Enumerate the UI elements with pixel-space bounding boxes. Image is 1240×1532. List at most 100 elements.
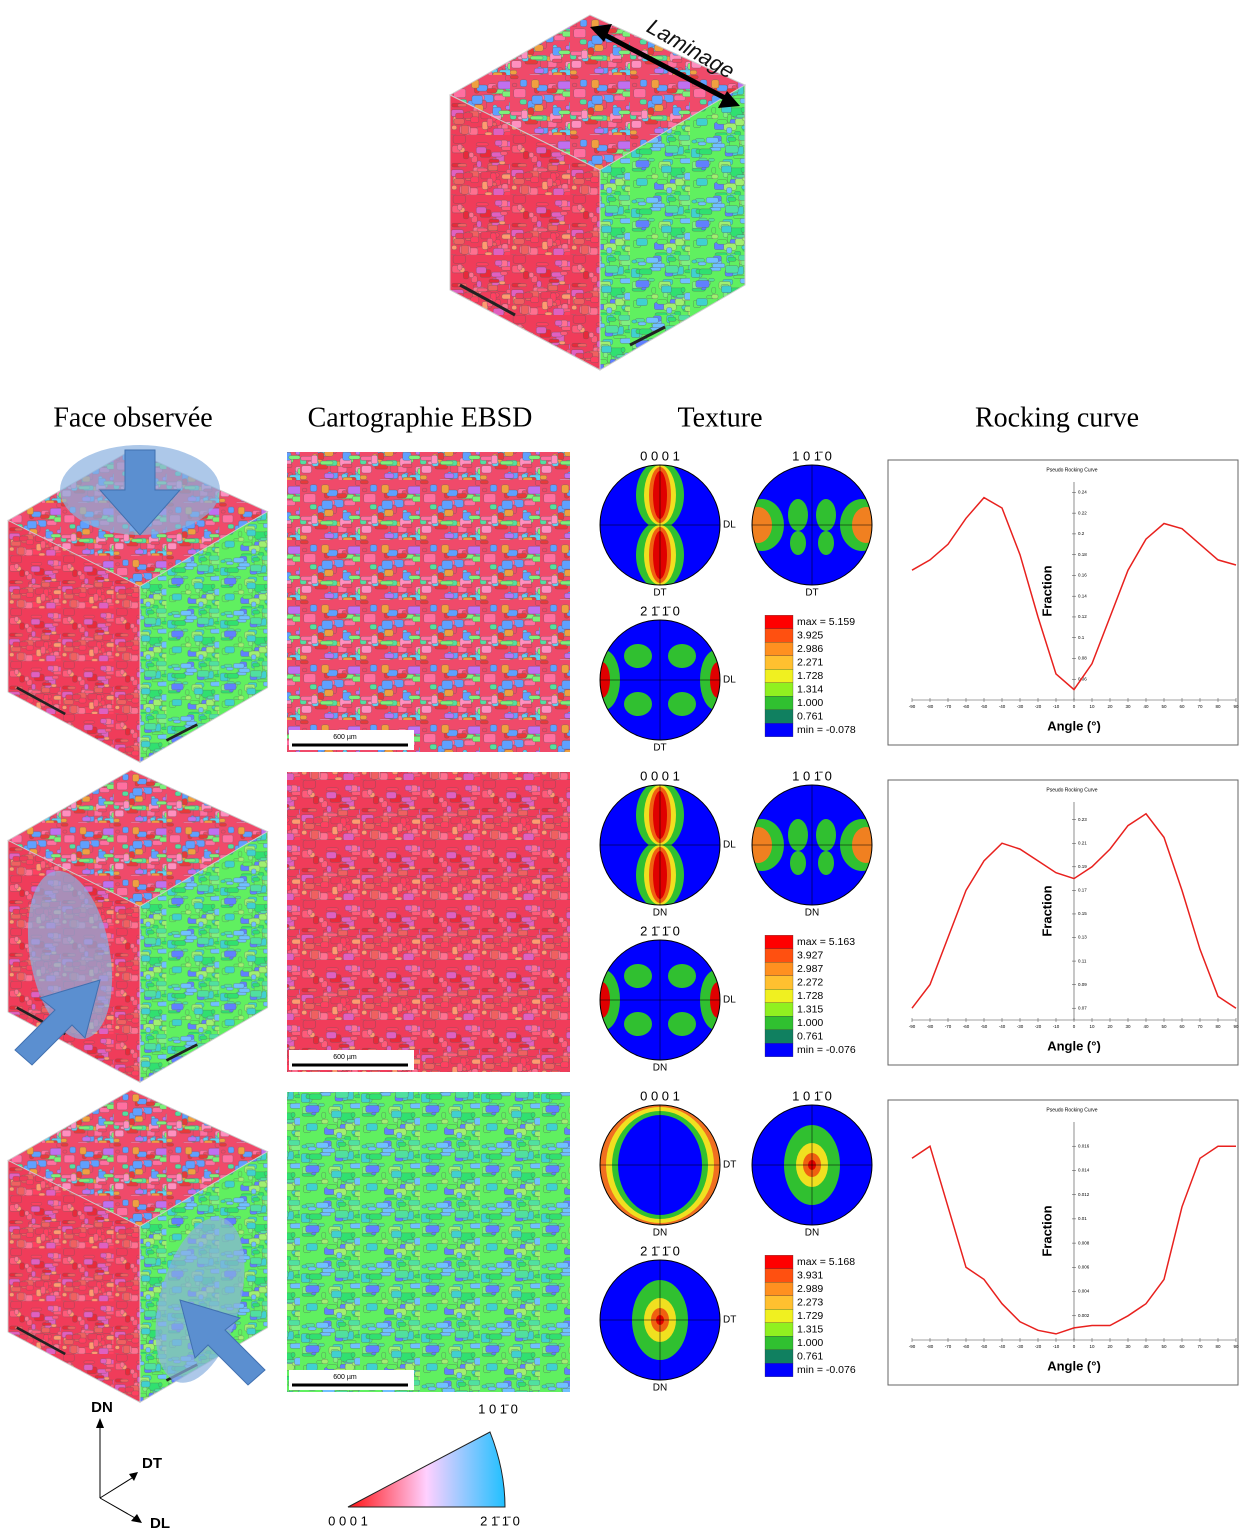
y-tick-label: 0.18 [1078,552,1087,557]
y-tick-label: 0.13 [1078,935,1087,940]
y-tick-label: 0.08 [1078,656,1087,661]
x-tick-label: -30 [1017,1024,1024,1029]
arrow [14,979,101,1066]
legend-swatch [764,1363,794,1377]
pole-title: 2 1̄ 1̄ 0 [640,923,680,938]
pole-title: 1 0 1̄ 0 [792,768,832,783]
legend-label: max = 5.168 [797,1256,855,1268]
contour [668,692,696,716]
x-tick-label: 30 [1125,1024,1131,1029]
scale-bar-label: 600 µm [333,734,357,741]
x-tick-label: -90 [909,1344,916,1349]
x-tick-label: 0 [1073,1344,1076,1349]
y-tick-label: 0.24 [1078,490,1087,495]
x-tick-label: -60 [963,1024,970,1029]
axis-arrow [99,1497,136,1519]
pole-axis-label: DN [653,1228,667,1239]
x-tick-label: -70 [945,1024,952,1029]
legend-label: 1.000 [797,1017,823,1029]
x-tick-label: -80 [927,1344,934,1349]
x-tick-label: -40 [999,1024,1006,1029]
contour [790,851,806,875]
pole-title: 0 0 0 1 [640,1088,680,1103]
legend-label: 2.272 [797,976,823,988]
contour [816,819,836,851]
ipf-triangle [347,1431,506,1508]
contour [816,499,836,531]
contour [668,964,696,988]
scale-mark [629,325,666,347]
x-tick-label: 50 [1161,704,1167,709]
contour [788,819,808,851]
x-tick-label: -10 [1053,1024,1060,1029]
x-tick-label: -80 [927,1024,934,1029]
legend-swatch [764,1255,794,1269]
x-tick-label: 50 [1161,1024,1167,1029]
pole-axis-label: DL [723,520,736,531]
pole-axis-label: DN [653,1063,667,1074]
y-tick-label: 0.016 [1078,1143,1090,1148]
x-tick-label: -50 [981,1024,988,1029]
x-tick-label: 90 [1233,1024,1239,1029]
legend-swatch [764,709,794,724]
header: Rocking curve [975,402,1139,433]
pole-axis-label: DN [805,1228,819,1239]
y-tick-label: 0.014 [1078,1168,1090,1173]
legend-label: 1.315 [797,1003,823,1015]
ebsd-map [287,452,570,752]
x-axis-label: Angle (°) [1047,1038,1101,1053]
legend-swatch [764,975,794,990]
y-tick-label: 0.12 [1078,614,1087,619]
legend-label: 1.000 [797,697,823,709]
scale-bar-label: 600 µm [333,1374,357,1381]
cube-right [139,510,269,764]
legend-swatch [764,669,794,683]
y-tick-label: 0.15 [1078,911,1087,916]
curve [911,1145,1236,1335]
pole-axis-label: DN [805,908,819,919]
cube-right [599,84,746,371]
scale-mark [459,283,516,317]
legend-label: min = -0.078 [797,724,856,736]
x-tick-label: -40 [999,704,1006,709]
y-tick-label: 0.01 [1078,1216,1087,1221]
legend-swatch [764,1282,794,1296]
pole-axis-label: DN [653,908,667,919]
x-axis-label: Angle (°) [1047,718,1101,733]
legend-label: 2.987 [797,963,823,975]
legend-swatch [764,628,794,643]
x-tick-label: -10 [1053,1344,1060,1349]
arrowhead [96,1418,104,1428]
contour [668,644,696,668]
x-tick-label: 20 [1107,704,1113,709]
x-tick-label: -20 [1035,704,1042,709]
y-tick-label: 0.17 [1078,888,1087,893]
legend-label: 1.315 [797,1323,823,1335]
legend-swatch [764,696,794,710]
x-axis-label: Angle (°) [1047,1358,1101,1373]
pole-axis-label: DL [723,995,736,1006]
legend-label: 2.273 [797,1296,823,1308]
y-tick-label: 0.22 [1078,510,1087,515]
legend-label: max = 5.163 [797,936,855,948]
legend-label: 2.271 [797,656,823,668]
x-tick-label: 10 [1089,704,1095,709]
x-tick-label: 70 [1197,1344,1203,1349]
arrowhead [129,1472,138,1481]
legend-swatch [764,642,794,656]
pole-axis-label: DL [723,840,736,851]
legend-label: 3.925 [797,629,823,641]
scale-mark [165,723,198,742]
y-tick-label: 0.23 [1078,817,1087,822]
x-tick-label: 50 [1161,1344,1167,1349]
pole-title: 1 0 1̄ 0 [792,1088,832,1103]
x-tick-label: 10 [1089,1024,1095,1029]
legend-label: min = -0.076 [797,1044,856,1056]
y-tick-label: 0.11 [1078,958,1087,963]
legend-swatch [764,1043,794,1057]
y-tick-label: 0.004 [1078,1289,1090,1294]
x-tick-label: 0 [1073,1024,1076,1029]
chart-title: Pseudo Rocking Curve [1046,1107,1097,1113]
legend-label: min = -0.076 [797,1364,856,1376]
legend-swatch [764,1029,794,1044]
